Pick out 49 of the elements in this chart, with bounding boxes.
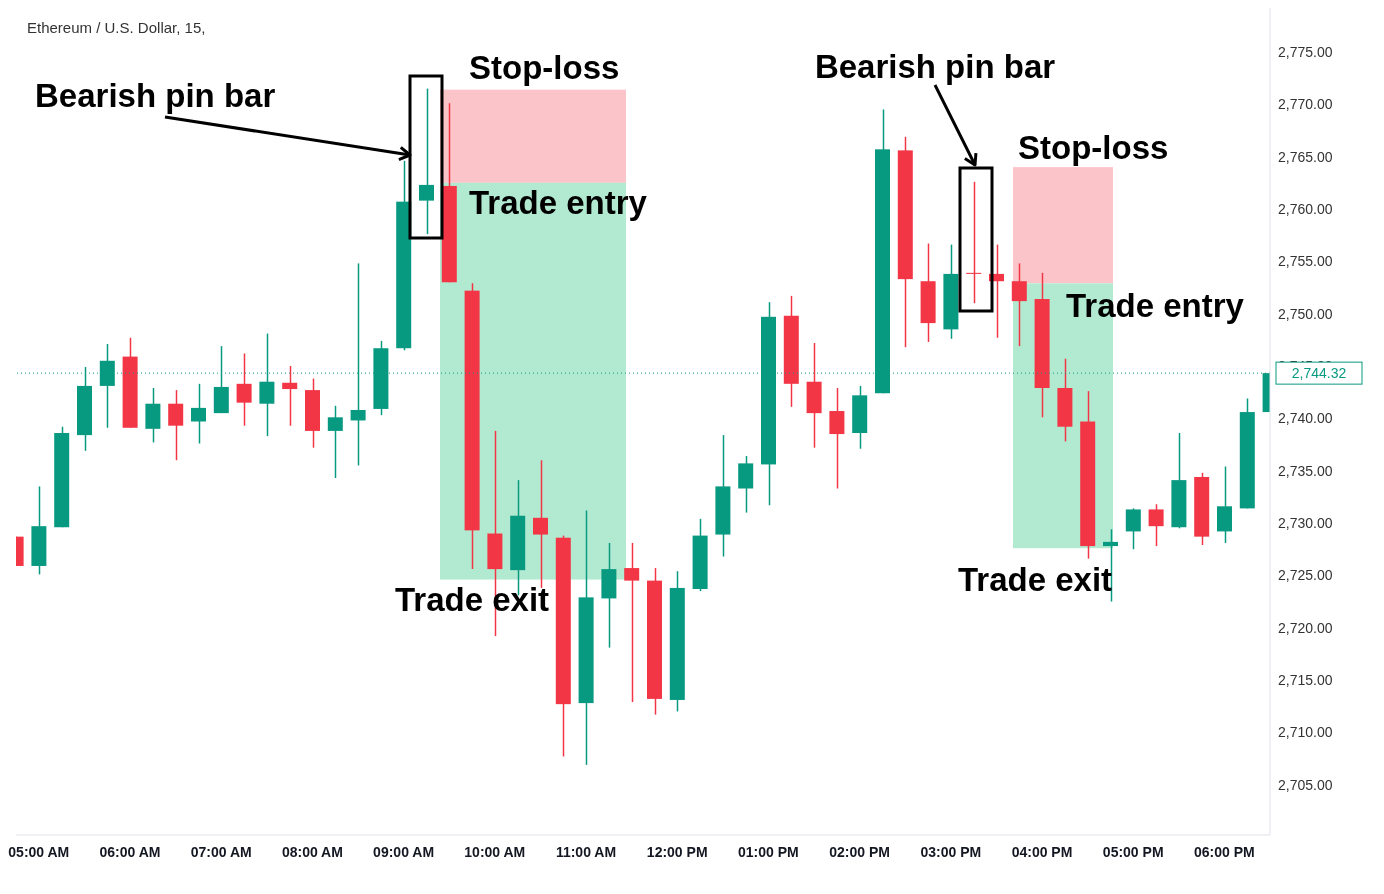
- y-tick-label: 2,705.00: [1278, 776, 1333, 793]
- candlestick: [168, 389, 184, 461]
- candlestick: [1148, 503, 1164, 547]
- candlestick: [1125, 507, 1141, 550]
- annotation: Trade entry: [1066, 286, 1245, 324]
- y-tick-label: 2,720.00: [1278, 619, 1333, 636]
- candlestick: [282, 365, 298, 427]
- x-tick-label: 10:00 AM: [464, 844, 526, 860]
- y-tick-label: 2,750.00: [1278, 305, 1333, 322]
- candlestick: [533, 459, 548, 589]
- x-tick-label: 12:00 PM: [646, 844, 708, 860]
- x-tick-label: 06:00 AM: [99, 844, 161, 860]
- annotation: Stop-loss: [469, 49, 620, 87]
- x-tick-label: 08:00 AM: [281, 844, 343, 860]
- x-tick-label: 09:00 AM: [373, 844, 435, 860]
- y-tick-label: 2,765.00: [1278, 148, 1333, 165]
- candlestick: [419, 87, 434, 235]
- y-tick-label: 2,740.00: [1278, 410, 1333, 427]
- y-tick-label: 2,735.00: [1278, 462, 1333, 479]
- ref-line-label: 2,744.32: [1291, 365, 1347, 382]
- x-tick-label: 05:00 PM: [1102, 844, 1164, 860]
- x-tick-label: 03:00 PM: [920, 844, 982, 860]
- candlestick: [191, 383, 206, 445]
- y-tick-label: 2,725.00: [1278, 567, 1333, 584]
- annotation: Bearish pin bar: [35, 76, 276, 114]
- y-tick-label: 2,775.00: [1278, 43, 1333, 60]
- x-tick-label: 01:00 PM: [738, 844, 799, 860]
- candlestick: [624, 542, 640, 703]
- x-tick-label: 07:00 AM: [190, 844, 252, 860]
- y-tick-label: 2,710.00: [1278, 724, 1333, 741]
- x-tick-label: 04:00 PM: [1011, 844, 1073, 860]
- annotation: Stop-loss: [1018, 128, 1169, 166]
- x-tick-label: 02:00 PM: [829, 844, 890, 860]
- candlestick: [966, 181, 982, 304]
- y-tick-label: 2,755.00: [1278, 253, 1333, 270]
- y-tick-label: 2,715.00: [1278, 672, 1333, 689]
- x-tick-label: 11:00 AM: [555, 844, 617, 860]
- text: Ethereum / U.S. Dollar, 15,: [27, 19, 206, 36]
- candlestick: [327, 405, 343, 479]
- y-tick-label: 2,770.00: [1278, 96, 1333, 113]
- candlestick: [1011, 262, 1027, 347]
- candlestick: [236, 352, 252, 427]
- y-tick-label: 2,730.00: [1278, 515, 1333, 532]
- annotation: Bearish pin bar: [814, 47, 1056, 85]
- x-tick-label: 06:00 PM: [1194, 844, 1255, 860]
- x-tick-label: 05:00 AM: [8, 844, 70, 860]
- candlestick: [829, 387, 845, 490]
- annotation: Trade entry: [469, 184, 648, 222]
- y-tick-label: 2,760.00: [1278, 200, 1333, 217]
